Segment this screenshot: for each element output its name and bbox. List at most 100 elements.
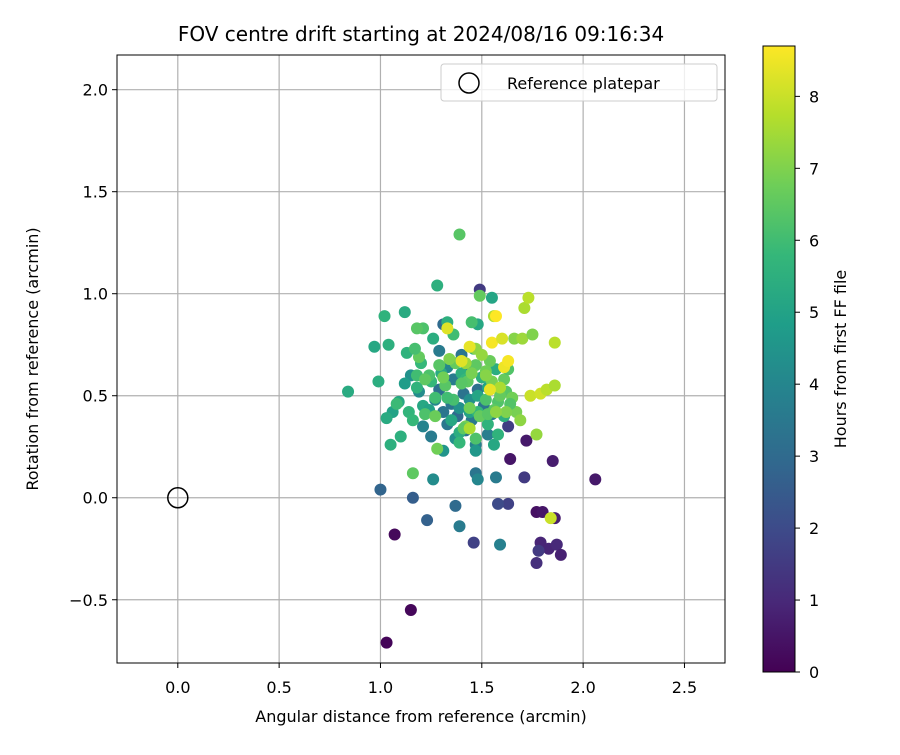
y-tick-label: 0.5 bbox=[83, 387, 108, 406]
data-point bbox=[453, 436, 466, 449]
data-point bbox=[437, 371, 450, 384]
x-axis-label: Angular distance from reference (arcmin) bbox=[255, 707, 586, 726]
data-point bbox=[471, 473, 484, 486]
data-point bbox=[481, 418, 494, 431]
data-point bbox=[425, 430, 438, 443]
data-point bbox=[417, 420, 430, 433]
data-point bbox=[502, 355, 515, 368]
data-point bbox=[489, 310, 502, 323]
data-point bbox=[485, 291, 498, 304]
colorbar-tick-label: 1 bbox=[809, 591, 819, 610]
data-point bbox=[554, 548, 567, 561]
data-point bbox=[410, 381, 423, 394]
data-point bbox=[518, 301, 531, 314]
data-point bbox=[388, 528, 401, 541]
x-tick-label: 0.5 bbox=[266, 678, 291, 697]
data-point bbox=[487, 438, 500, 451]
data-point bbox=[342, 385, 355, 398]
data-point bbox=[514, 414, 527, 427]
grid bbox=[117, 55, 725, 663]
x-tick-label: 0.0 bbox=[165, 678, 190, 697]
data-point bbox=[516, 332, 529, 345]
y-axis-label: Rotation from reference (arcmin) bbox=[23, 227, 42, 490]
x-axis-ticks: 0.0 0.5 1.0 1.5 2.0 2.5 bbox=[165, 663, 697, 697]
data-point bbox=[485, 336, 498, 349]
data-point bbox=[530, 428, 543, 441]
data-point bbox=[453, 520, 466, 533]
data-point bbox=[479, 369, 492, 382]
data-point bbox=[463, 340, 476, 353]
data-point bbox=[481, 428, 494, 441]
data-point bbox=[406, 414, 419, 427]
y-tick-label: 1.5 bbox=[83, 183, 108, 202]
colorbar-tick-label: 7 bbox=[809, 159, 819, 178]
data-point bbox=[433, 344, 446, 357]
data-point bbox=[394, 430, 407, 443]
data-point bbox=[408, 342, 421, 355]
data-point bbox=[431, 279, 444, 292]
data-point bbox=[419, 373, 432, 386]
data-point bbox=[441, 391, 454, 404]
colorbar-tick-label: 8 bbox=[809, 87, 819, 106]
data-point bbox=[469, 432, 482, 445]
data-point bbox=[465, 367, 478, 380]
data-point bbox=[589, 473, 602, 486]
data-point bbox=[502, 420, 515, 433]
data-point bbox=[483, 383, 496, 396]
data-point bbox=[489, 406, 502, 419]
data-point bbox=[380, 636, 393, 649]
data-point bbox=[492, 428, 505, 441]
legend-entry-reference-platepar: Reference platepar bbox=[507, 74, 660, 93]
data-point bbox=[465, 316, 478, 329]
reference-platepar-marker bbox=[167, 486, 189, 509]
data-point bbox=[380, 412, 393, 425]
x-tick-label: 2.0 bbox=[570, 678, 595, 697]
data-point bbox=[463, 422, 476, 435]
data-point bbox=[427, 473, 440, 486]
colorbar-tick-label: 5 bbox=[809, 303, 819, 322]
data-point bbox=[548, 379, 561, 392]
colorbar: 0 1 2 3 4 5 6 7 8 Hours from first FF file bbox=[762, 45, 850, 682]
colorbar-tick-label: 3 bbox=[809, 447, 819, 466]
data-point bbox=[406, 467, 419, 480]
data-point bbox=[441, 322, 454, 335]
data-point bbox=[469, 444, 482, 457]
data-point bbox=[494, 381, 507, 394]
data-point bbox=[429, 391, 442, 404]
data-point bbox=[544, 512, 557, 525]
data-point bbox=[548, 336, 561, 349]
data-point bbox=[455, 355, 468, 368]
colorbar-tick-label: 4 bbox=[809, 375, 819, 394]
legend-box bbox=[440, 63, 718, 102]
data-point bbox=[489, 471, 502, 484]
data-point bbox=[443, 353, 456, 365]
data-point bbox=[410, 322, 423, 335]
data-point bbox=[546, 455, 559, 468]
data-point bbox=[502, 497, 515, 510]
legend: Reference platepar bbox=[440, 63, 718, 102]
data-point bbox=[504, 452, 517, 465]
data-point bbox=[492, 497, 505, 510]
data-point bbox=[453, 401, 466, 414]
data-point bbox=[453, 228, 466, 241]
data-point bbox=[433, 359, 446, 372]
data-point bbox=[398, 306, 411, 319]
data-point bbox=[427, 332, 440, 345]
data-point bbox=[398, 377, 411, 390]
data-point bbox=[445, 414, 458, 427]
data-point bbox=[500, 406, 513, 419]
data-point bbox=[368, 340, 381, 353]
data-point bbox=[494, 538, 507, 551]
y-tick-label: −0.5 bbox=[69, 591, 108, 610]
data-point bbox=[526, 328, 539, 341]
legend-marker-icon bbox=[458, 72, 480, 94]
x-tick-label: 2.5 bbox=[672, 678, 697, 697]
data-point bbox=[467, 536, 480, 549]
data-point bbox=[524, 389, 537, 402]
x-tick-label: 1.0 bbox=[368, 678, 393, 697]
data-point bbox=[390, 397, 403, 410]
plot-area-frame bbox=[116, 54, 726, 664]
data-point bbox=[406, 491, 419, 504]
data-point bbox=[372, 375, 385, 388]
